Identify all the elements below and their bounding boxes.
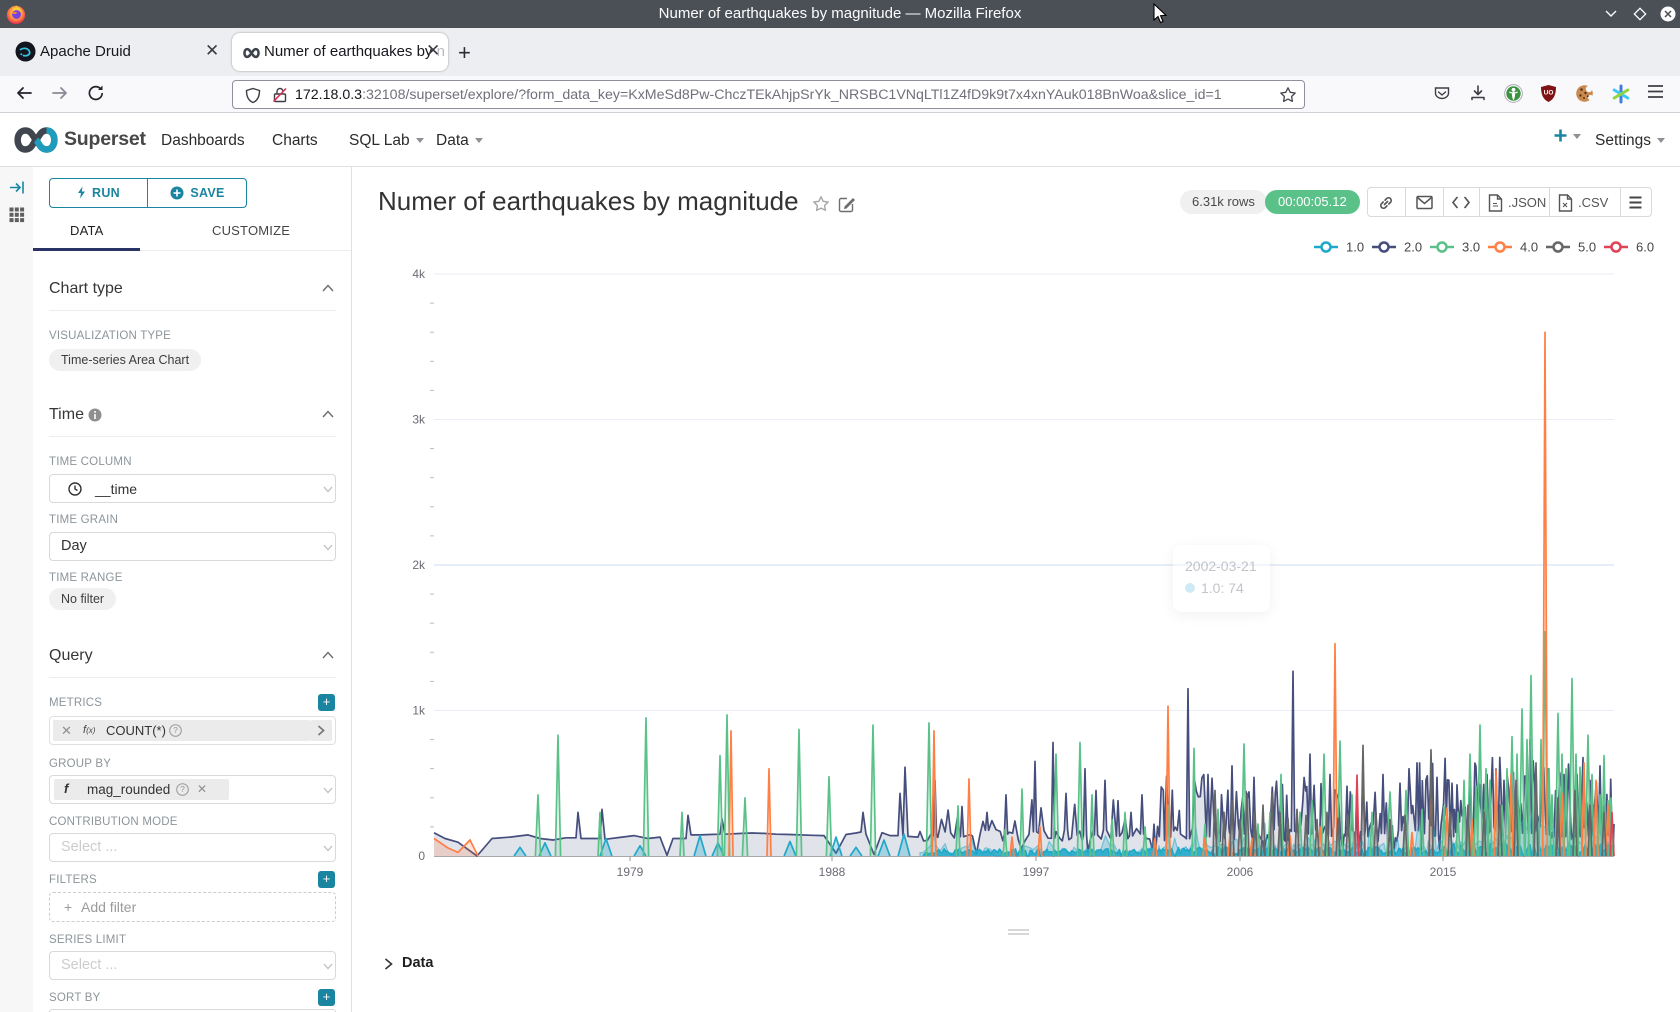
svg-text:4k: 4k [412,267,426,281]
svg-text:?: ? [180,784,185,794]
svg-text:.CSV: .CSV [1578,195,1609,210]
svg-text:1k: 1k [412,704,426,718]
svg-text:6.0: 6.0 [1636,240,1654,255]
svg-text:.JSON: .JSON [1508,195,1546,210]
svg-text:2k: 2k [412,558,426,572]
svg-text:2015: 2015 [1430,865,1457,879]
svg-text:3k: 3k [412,413,426,427]
svg-text:0: 0 [418,849,425,863]
svg-text:?: ? [173,725,178,735]
svg-text:2.0: 2.0 [1404,240,1422,255]
svg-text:4.0: 4.0 [1520,240,1538,255]
svg-text:1997: 1997 [1023,865,1050,879]
svg-text:UO: UO [1544,90,1554,97]
svg-text:3.0: 3.0 [1462,240,1480,255]
svg-text:1.0: 1.0 [1346,240,1364,255]
svg-text:2006: 2006 [1227,865,1254,879]
svg-text:1988: 1988 [819,865,846,879]
svg-text:5.0: 5.0 [1578,240,1596,255]
svg-text:1979: 1979 [617,865,644,879]
